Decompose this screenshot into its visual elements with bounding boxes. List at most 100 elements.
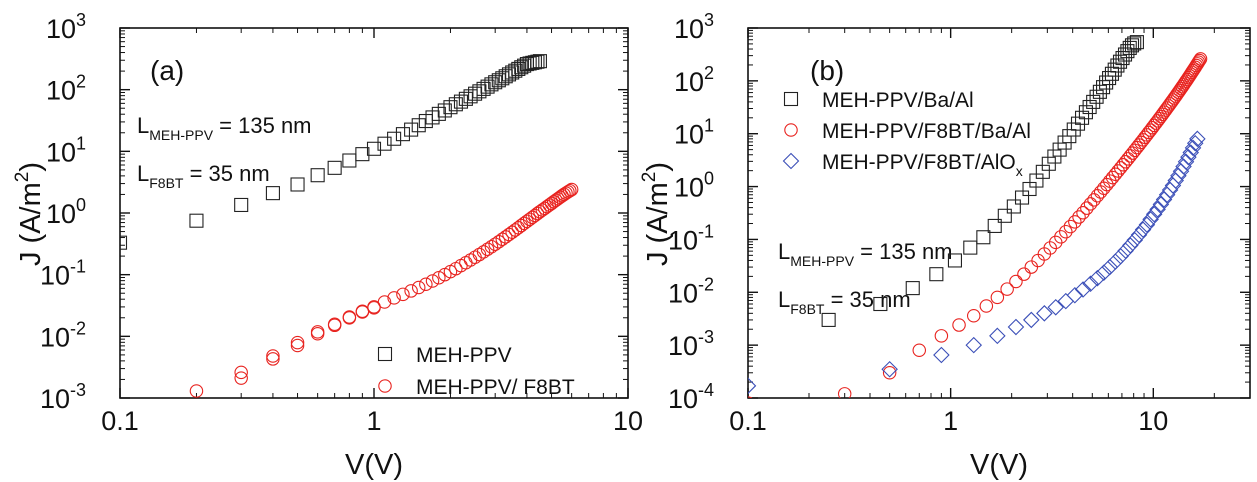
y-tick-label: 10-3 <box>668 327 714 361</box>
plot-frame <box>119 27 629 399</box>
data-point <box>1127 36 1142 51</box>
data-point <box>530 54 545 69</box>
data-point <box>443 100 458 115</box>
data-point <box>327 318 342 333</box>
data-point <box>1007 318 1025 336</box>
legend-label: MEH-PPV/F8BT/Ba/Al <box>822 120 1031 143</box>
y-tick-base: 10 <box>40 322 70 352</box>
y-tick-base: 10 <box>674 120 704 150</box>
data-point <box>1143 123 1158 137</box>
data-point <box>310 327 325 341</box>
data-point <box>522 56 537 71</box>
series-1 <box>189 182 579 398</box>
legend-label-text: MEH-PPV/F8BT/AlO <box>822 151 1016 174</box>
data-point <box>933 346 950 364</box>
data-point <box>387 291 401 305</box>
data-point <box>1063 219 1078 234</box>
data-point <box>1087 193 1101 207</box>
y-tick-label: 10-4 <box>668 380 714 414</box>
annotation-subscript: MEH-PPV <box>149 127 213 143</box>
y-tick-base: 10 <box>674 173 704 203</box>
data-point <box>189 384 204 398</box>
data-point <box>952 318 966 332</box>
data-point <box>905 281 920 296</box>
data-point <box>748 377 757 395</box>
y-tick-base: 10 <box>40 384 70 414</box>
y-tick-label: 100 <box>674 169 714 203</box>
data-point <box>535 203 550 217</box>
data-point <box>987 218 1002 233</box>
data-point <box>1145 120 1160 135</box>
data-point <box>366 141 382 156</box>
data-point <box>342 153 357 168</box>
data-point <box>1186 134 1204 152</box>
y-tick-base: 10 <box>668 225 698 255</box>
data-point <box>355 305 370 319</box>
legend-label: MEH-PPV <box>416 344 512 367</box>
data-point <box>120 235 128 250</box>
data-point <box>342 310 357 324</box>
data-point <box>310 168 325 183</box>
y-tick-label: 102 <box>46 72 86 106</box>
data-point <box>290 177 305 192</box>
data-point <box>1074 281 1092 298</box>
data-point <box>989 327 1006 345</box>
data-point <box>1048 235 1063 250</box>
y-tick-base: 10 <box>46 14 76 44</box>
data-point <box>1006 199 1021 214</box>
data-point <box>355 147 370 162</box>
y-tick-exponent: 0 <box>704 169 714 189</box>
panel-label: (a) <box>150 55 184 86</box>
data-point <box>1072 210 1086 224</box>
legend-marker <box>782 152 800 170</box>
data-point <box>532 54 547 69</box>
data-point <box>1140 128 1154 142</box>
data-point <box>1000 282 1014 296</box>
data-point <box>1124 38 1140 53</box>
data-point <box>561 185 575 199</box>
y-tick-label: 10-3 <box>40 380 86 414</box>
data-point <box>934 329 949 343</box>
data-point <box>966 308 981 323</box>
x-axis-title: V(V) <box>970 449 1028 481</box>
series-2 <box>748 130 1206 395</box>
data-point <box>448 97 463 112</box>
legend-label-text: MEH-PPV/ F8BT <box>416 376 575 399</box>
data-point <box>511 61 526 76</box>
y-axis-title-sup: 2 <box>639 172 660 183</box>
legend-label: MEH-PPV/ F8BT <box>416 376 575 399</box>
data-point <box>564 182 579 197</box>
data-point <box>1191 55 1206 69</box>
data-point <box>821 312 836 327</box>
data-point <box>1193 52 1208 66</box>
data-point <box>404 284 418 298</box>
annotation-subscript: F8BT <box>790 301 825 317</box>
data-point <box>1110 58 1125 73</box>
y-tick-exponent: 2 <box>76 72 86 92</box>
data-point <box>1083 197 1098 211</box>
data-point <box>1102 71 1117 86</box>
y-tick-base: 10 <box>40 261 70 291</box>
data-point <box>290 335 305 350</box>
data-point <box>377 136 392 151</box>
legend-label-subscript: x <box>1016 163 1023 179</box>
y-tick-exponent: 3 <box>704 10 714 30</box>
legend-marker <box>783 91 799 107</box>
annotation-subscript: MEH-PPV <box>790 253 854 269</box>
data-point <box>189 213 204 228</box>
chart-panel-b: 0.1 1 1010-410-310-210-1100101102103V(V)J … <box>639 10 1251 481</box>
y-axis-title-close: ) <box>15 162 47 172</box>
data-point <box>1145 205 1163 223</box>
data-point <box>411 118 426 133</box>
y-tick-label: 10-2 <box>40 318 86 352</box>
data-point <box>882 366 897 380</box>
y-tick-base: 10 <box>46 137 76 167</box>
data-point <box>1134 221 1152 238</box>
data-point <box>1059 224 1073 239</box>
data-point <box>1066 122 1081 137</box>
y-tick-exponent: -1 <box>698 221 714 241</box>
y-tick-exponent: 3 <box>76 10 86 30</box>
data-point <box>1052 142 1067 157</box>
